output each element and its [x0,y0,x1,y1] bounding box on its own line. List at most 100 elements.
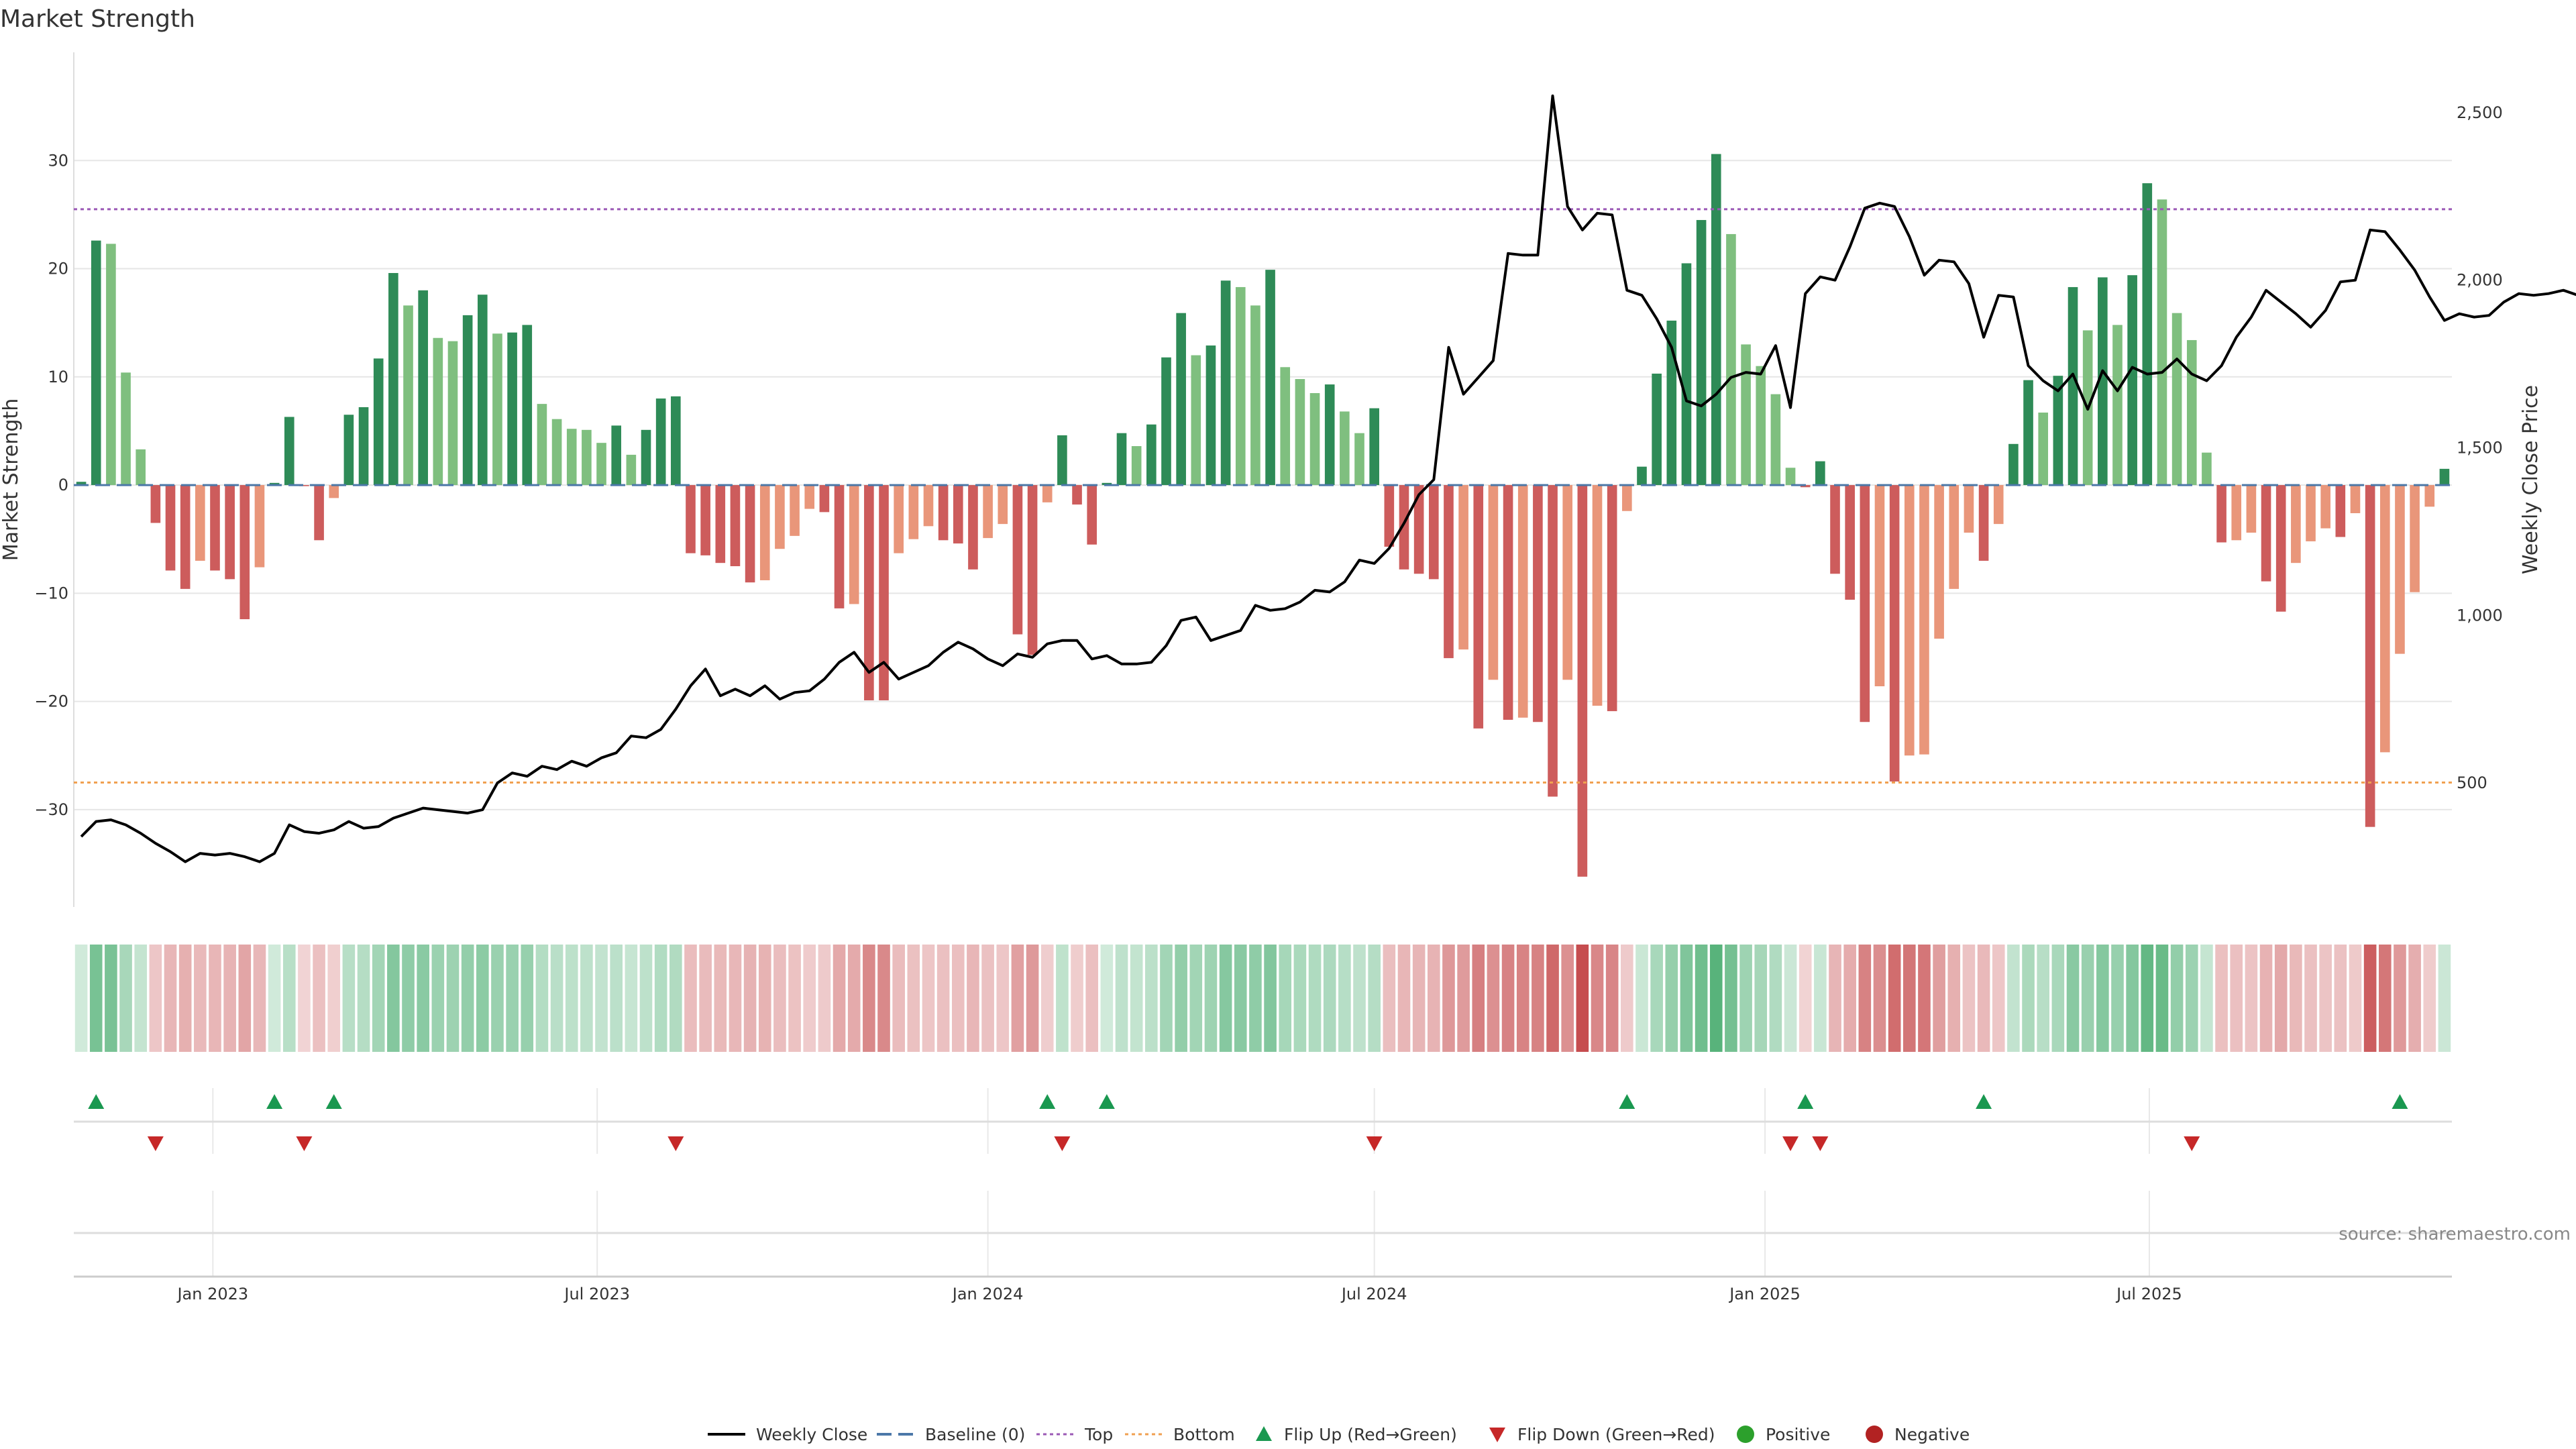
heat-cell [1962,945,1976,1052]
x-tick-label: Jan 2024 [951,1285,1024,1303]
heat-cell [2334,945,2347,1052]
heat-cell [1368,945,1381,1052]
heat-cell [1427,945,1440,1052]
x-tick-label: Jan 2023 [176,1285,248,1303]
strength-bar [1830,485,1840,574]
heat-cell [1175,945,1187,1052]
heat-cell [818,945,831,1052]
strength-bar [1340,411,1350,486]
heat-cell [699,945,712,1052]
strength-bar [121,372,131,486]
heat-cell [2126,945,2139,1052]
strength-bar [1904,485,1915,756]
strength-bar [611,425,622,486]
heat-cell [1605,945,1619,1052]
strength-bar [195,485,205,561]
legend-label: Positive [1766,1425,1830,1444]
strength-bar [1517,485,1528,718]
flip-down-marker [1366,1136,1383,1151]
strength-bar [2439,468,2450,486]
heat-cell [550,945,564,1052]
heat-strip [74,945,2451,1052]
strength-bar [923,485,934,527]
strength-bar [1116,433,1127,486]
heat-cell [1680,945,1693,1052]
heat-cell [253,945,266,1052]
flip-down-marker [147,1136,164,1151]
heat-cell [877,945,890,1052]
strength-bar [76,482,87,486]
heat-cell [2394,945,2406,1052]
flip-down-marker [667,1136,684,1151]
heat-cell [2111,945,2124,1052]
strength-bar [2261,485,2271,582]
heat-cell [402,945,415,1052]
flip-up-marker [1619,1094,1635,1109]
heat-cell [372,945,385,1052]
heat-cell [1264,945,1277,1052]
heat-cell [1784,945,1797,1052]
heat-cell [951,945,965,1052]
heat-cell [1353,945,1366,1052]
strength-bar [1815,461,1825,486]
heat-cell [1472,945,1485,1052]
strength-bar [1548,485,1558,797]
strength-bar [136,449,146,486]
strength-bar [655,398,666,486]
heat-cell [1293,945,1307,1052]
heat-cell [1412,945,1426,1052]
strength-bar [329,485,339,498]
heat-cell [625,945,638,1052]
flip-up-marker [325,1094,342,1109]
heat-cell [1026,945,1039,1052]
heat-cell [1933,945,1945,1052]
heat-cell [2423,945,2436,1052]
strength-bar [1652,373,1662,486]
heat-cell [2037,945,2050,1052]
strength-bar [1874,485,1885,687]
heat-cell [1843,945,1856,1052]
strength-bar [1131,446,1142,486]
strength-bar [2335,485,2346,537]
heat-cell [1189,945,1203,1052]
strength-bar [1458,485,1468,650]
strength-bar [1280,367,1291,486]
heat-cell [105,945,117,1052]
strength-bar [165,485,176,571]
strength-bar [1741,344,1751,486]
heat-cell [357,945,370,1052]
heat-cell [431,945,445,1052]
heat-cell [833,945,846,1052]
heat-cell [743,945,757,1052]
strength-bar [2127,275,2137,486]
strength-bar [1533,485,1543,722]
strength-bar [343,415,354,486]
heat-cell [1308,945,1322,1052]
strength-bar [626,454,637,486]
y-tick-label: −30 [34,800,68,819]
strength-bar [1012,485,1023,635]
strength-bar [1042,485,1053,502]
heat-cell [313,945,325,1052]
heat-cell [298,945,311,1052]
strength-bar [299,485,309,486]
legend: Weekly Close Baseline (0) Top Bottom Flip Up… [708,1425,1970,1444]
heat-cell [1234,945,1247,1052]
flip-up-marker [2392,1094,2408,1109]
heat-cell [996,945,1010,1052]
strength-bar [1845,485,1855,600]
heat-cell [1516,945,1529,1052]
heat-cell [1442,945,1455,1052]
strength-bar [180,485,191,589]
flip-down-marker [296,1136,313,1151]
strength-bar [210,485,220,571]
heat-cell [446,945,460,1052]
strength-bar [1592,485,1603,706]
strength-bar [1220,280,1231,486]
heat-cell [773,945,786,1052]
legend-label: Weekly Close [756,1425,867,1444]
empty-panel: Jan 2023 Jul 2023 Jan 2024 Jul 2024 Jan 2025… [74,1191,2452,1303]
heat-cell [1635,945,1648,1052]
heat-cell [847,945,861,1052]
legend-label: Negative [1894,1425,1970,1444]
